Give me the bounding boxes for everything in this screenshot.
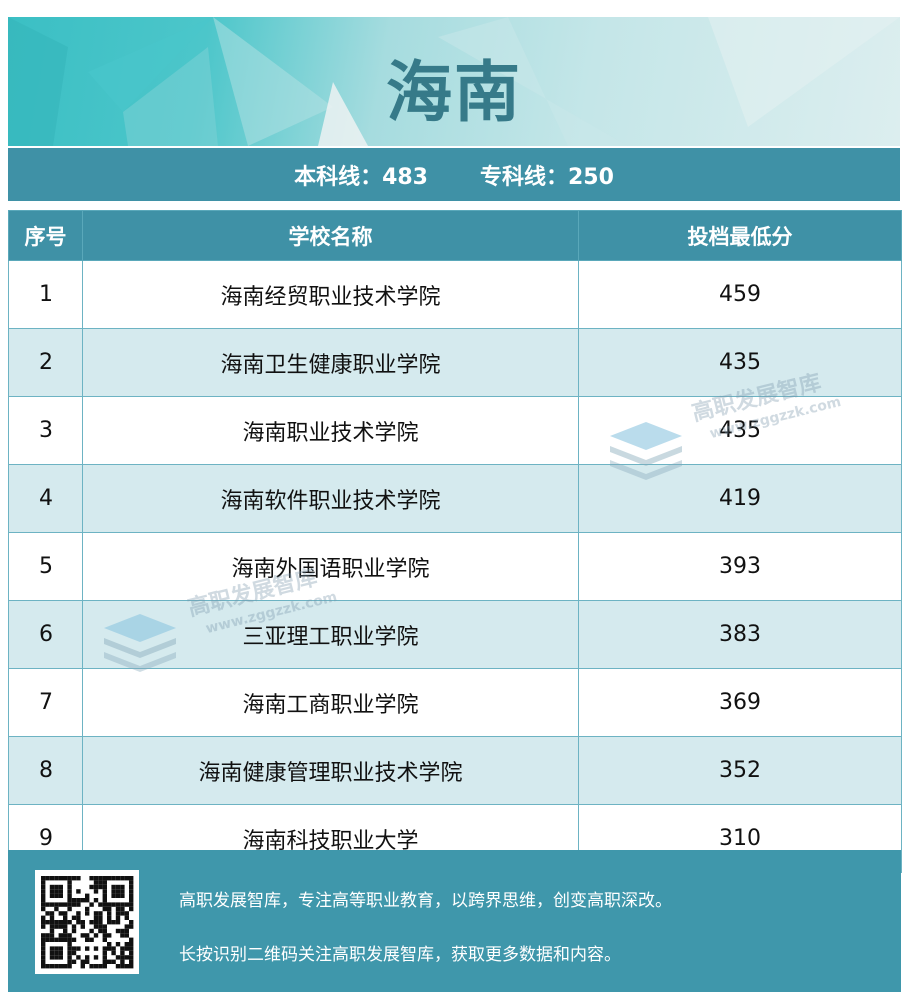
cell-index: 5 — [8, 532, 83, 601]
cell-school: 海南职业技术学院 — [82, 396, 579, 465]
cell-min-score: 459 — [578, 260, 902, 329]
table-header-row: 序号 学校名称 投档最低分 — [8, 210, 902, 261]
table-row: 2 海南卫生健康职业学院 435 — [8, 328, 902, 397]
table-row: 8 海南健康管理职业技术学院 352 — [8, 736, 902, 805]
cell-min-score: 369 — [578, 668, 902, 737]
watermark-logo-icon — [608, 420, 684, 484]
footer: 高职发展智库，专注高等职业教育，以跨界思维，创变高职深改。 长按识别二维码关注高… — [8, 850, 901, 992]
cell-index: 6 — [8, 600, 83, 669]
cell-school: 海南软件职业技术学院 — [82, 464, 579, 533]
table-row: 5 海南外国语职业学院 393 — [8, 532, 902, 601]
admission-table: 序号 学校名称 投档最低分 1 海南经贸职业技术学院 459 2 海南卫生健康职业学院 4… — [8, 210, 902, 873]
cell-school: 海南经贸职业技术学院 — [82, 260, 579, 329]
table-row: 1 海南经贸职业技术学院 459 — [8, 260, 902, 329]
table-row: 7 海南工商职业学院 369 — [8, 668, 902, 737]
cell-school: 海南健康管理职业技术学院 — [82, 736, 579, 805]
cell-min-score: 383 — [578, 600, 902, 669]
cell-index: 3 — [8, 396, 83, 465]
col-school: 学校名称 — [82, 210, 579, 261]
cell-min-score: 435 — [578, 328, 902, 397]
table-row: 6 三亚理工职业学院 383 — [8, 600, 902, 669]
cell-min-score: 419 — [578, 464, 902, 533]
undergrad-line: 本科线：483 — [294, 164, 428, 190]
cell-school: 海南工商职业学院 — [82, 668, 579, 737]
cell-school: 海南卫生健康职业学院 — [82, 328, 579, 397]
cell-index: 7 — [8, 668, 83, 737]
page-title: 海南 — [386, 54, 522, 131]
col-index: 序号 — [8, 210, 83, 261]
cell-min-score: 352 — [578, 736, 902, 805]
cell-school: 三亚理工职业学院 — [82, 600, 579, 669]
header-banner: 海南 — [8, 17, 900, 146]
cell-index: 1 — [8, 260, 83, 329]
cell-index: 4 — [8, 464, 83, 533]
watermark-logo-icon — [102, 612, 178, 676]
table-row: 3 海南职业技术学院 435 — [8, 396, 902, 465]
table-row: 4 海南软件职业技术学院 419 — [8, 464, 902, 533]
polygon-background — [8, 17, 900, 146]
vocational-line: 专科线：250 — [480, 164, 614, 190]
footer-qr-hint: 长按识别二维码关注高职发展智库，获取更多数据和内容。 — [179, 945, 621, 965]
cell-index: 8 — [8, 736, 83, 805]
footer-slogan: 高职发展智库，专注高等职业教育，以跨界思维，创变高职深改。 — [179, 891, 672, 911]
cell-index: 2 — [8, 328, 83, 397]
col-min-score: 投档最低分 — [578, 210, 902, 261]
cell-min-score: 393 — [578, 532, 902, 601]
score-lines-bar: 本科线：483 专科线：250 — [8, 148, 900, 201]
qr-code — [35, 870, 139, 974]
